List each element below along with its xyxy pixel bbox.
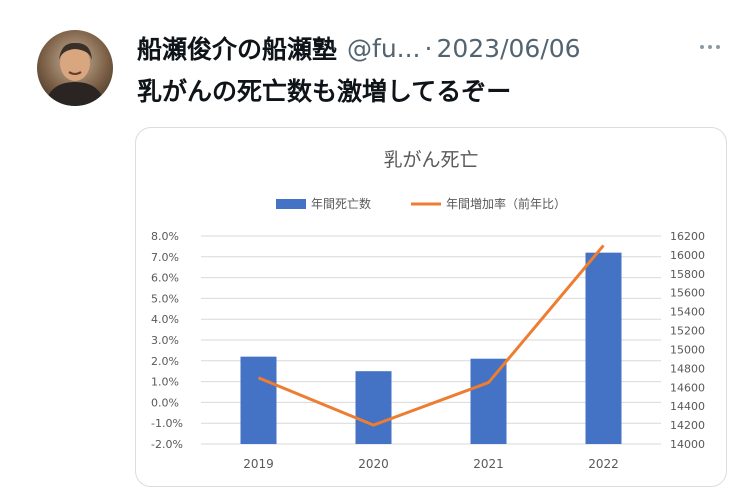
y-left-tick-label: 0.0% (151, 396, 179, 409)
y-right-tick-label: 14400 (670, 400, 705, 413)
y-right-tick-label: 14000 (670, 438, 705, 451)
more-horizontal-icon[interactable] (694, 34, 726, 60)
y-left-tick-label: 6.0% (151, 272, 179, 285)
line-series (257, 244, 605, 427)
y-right-tick-label: 14800 (670, 362, 705, 375)
y-left-tick-label: 4.0% (151, 313, 179, 326)
bar-2022 (585, 252, 622, 444)
display-name[interactable]: 船瀬俊介の船瀬塾 (137, 35, 338, 64)
y-left-tick-label: 1.0% (151, 376, 179, 389)
bar-series (240, 252, 622, 444)
legend-label-bar: 年間死亡数 (311, 196, 371, 211)
line-path (257, 244, 605, 427)
bar-2019 (240, 356, 277, 444)
x-tick-label: 2021 (473, 457, 504, 471)
y-right-tick-label: 14200 (670, 419, 705, 432)
bar-2020 (355, 371, 392, 444)
y-right-tick-label: 15800 (670, 268, 705, 281)
chart-title: 乳がん死亡 (383, 149, 478, 171)
tweet-text: 乳がんの死亡数も激増してるぞー (137, 77, 512, 106)
x-tick-label: 2020 (358, 457, 389, 471)
legend-swatch-bar (276, 199, 306, 209)
legend-label-line: 年間増加率（前年比） (446, 196, 566, 211)
y-left-tick-label: -1.0% (151, 417, 183, 430)
bar-2021 (470, 358, 507, 444)
y-left-tick-label: 2.0% (151, 355, 179, 368)
y-right-tick-label: 15400 (670, 306, 705, 319)
y-right-tick-label: 15000 (670, 343, 705, 356)
x-tick-labels: 2019 2020 2021 2022 (243, 457, 619, 471)
y-right-tick-label: 15200 (670, 325, 705, 338)
y-right-tick-label: 14600 (670, 381, 705, 394)
y-left-tick-label: 7.0% (151, 251, 179, 264)
tweet-date[interactable]: 2023/06/06 (436, 33, 581, 63)
y-left-tick-label: -2.0% (151, 438, 183, 451)
chart: 乳がん死亡 年間死亡数 年間増加率（前年比） -2.0% -1.0% 0.0% 1.0… (151, 149, 705, 471)
y-right-tick-labels: 14000 14200 14400 14600 14800 15000 15200 15400… (670, 230, 705, 451)
user-handle[interactable]: @fu... (347, 33, 421, 63)
y-left-tick-label: 8.0% (151, 230, 179, 243)
y-right-tick-label: 16200 (670, 230, 705, 243)
avatar[interactable] (37, 30, 113, 106)
x-tick-label: 2022 (588, 457, 619, 471)
chart-legend: 年間死亡数 年間増加率（前年比） (276, 196, 566, 211)
x-tick-label: 2019 (243, 457, 274, 471)
y-left-tick-labels: -2.0% -1.0% 0.0% 1.0% 2.0% 3.0% 4.0% 5.0% 6.0% 7.… (151, 230, 183, 451)
y-right-tick-label: 16000 (670, 249, 705, 262)
y-left-tick-label: 5.0% (151, 292, 179, 305)
separator-dot: · (424, 33, 433, 63)
tweet-media-chart[interactable]: 乳がん死亡 年間死亡数 年間増加率（前年比） -2.0% -1.0% 0.0% 1.0… (135, 127, 727, 487)
y-left-tick-label: 3.0% (151, 334, 179, 347)
tweet-header: 船瀬俊介の船瀬塾 @fu... · 2023/06/06 (137, 30, 737, 66)
y-right-tick-label: 15600 (670, 287, 705, 300)
